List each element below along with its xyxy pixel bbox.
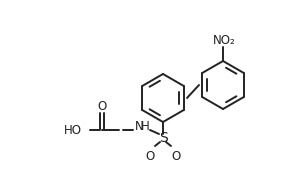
Text: S: S — [159, 131, 167, 145]
Text: O: O — [146, 149, 154, 163]
Text: HO: HO — [64, 123, 82, 137]
Text: H: H — [141, 120, 149, 132]
Text: O: O — [98, 99, 106, 113]
Text: O: O — [171, 149, 181, 163]
Text: N: N — [135, 120, 143, 132]
Text: NO₂: NO₂ — [213, 33, 236, 47]
